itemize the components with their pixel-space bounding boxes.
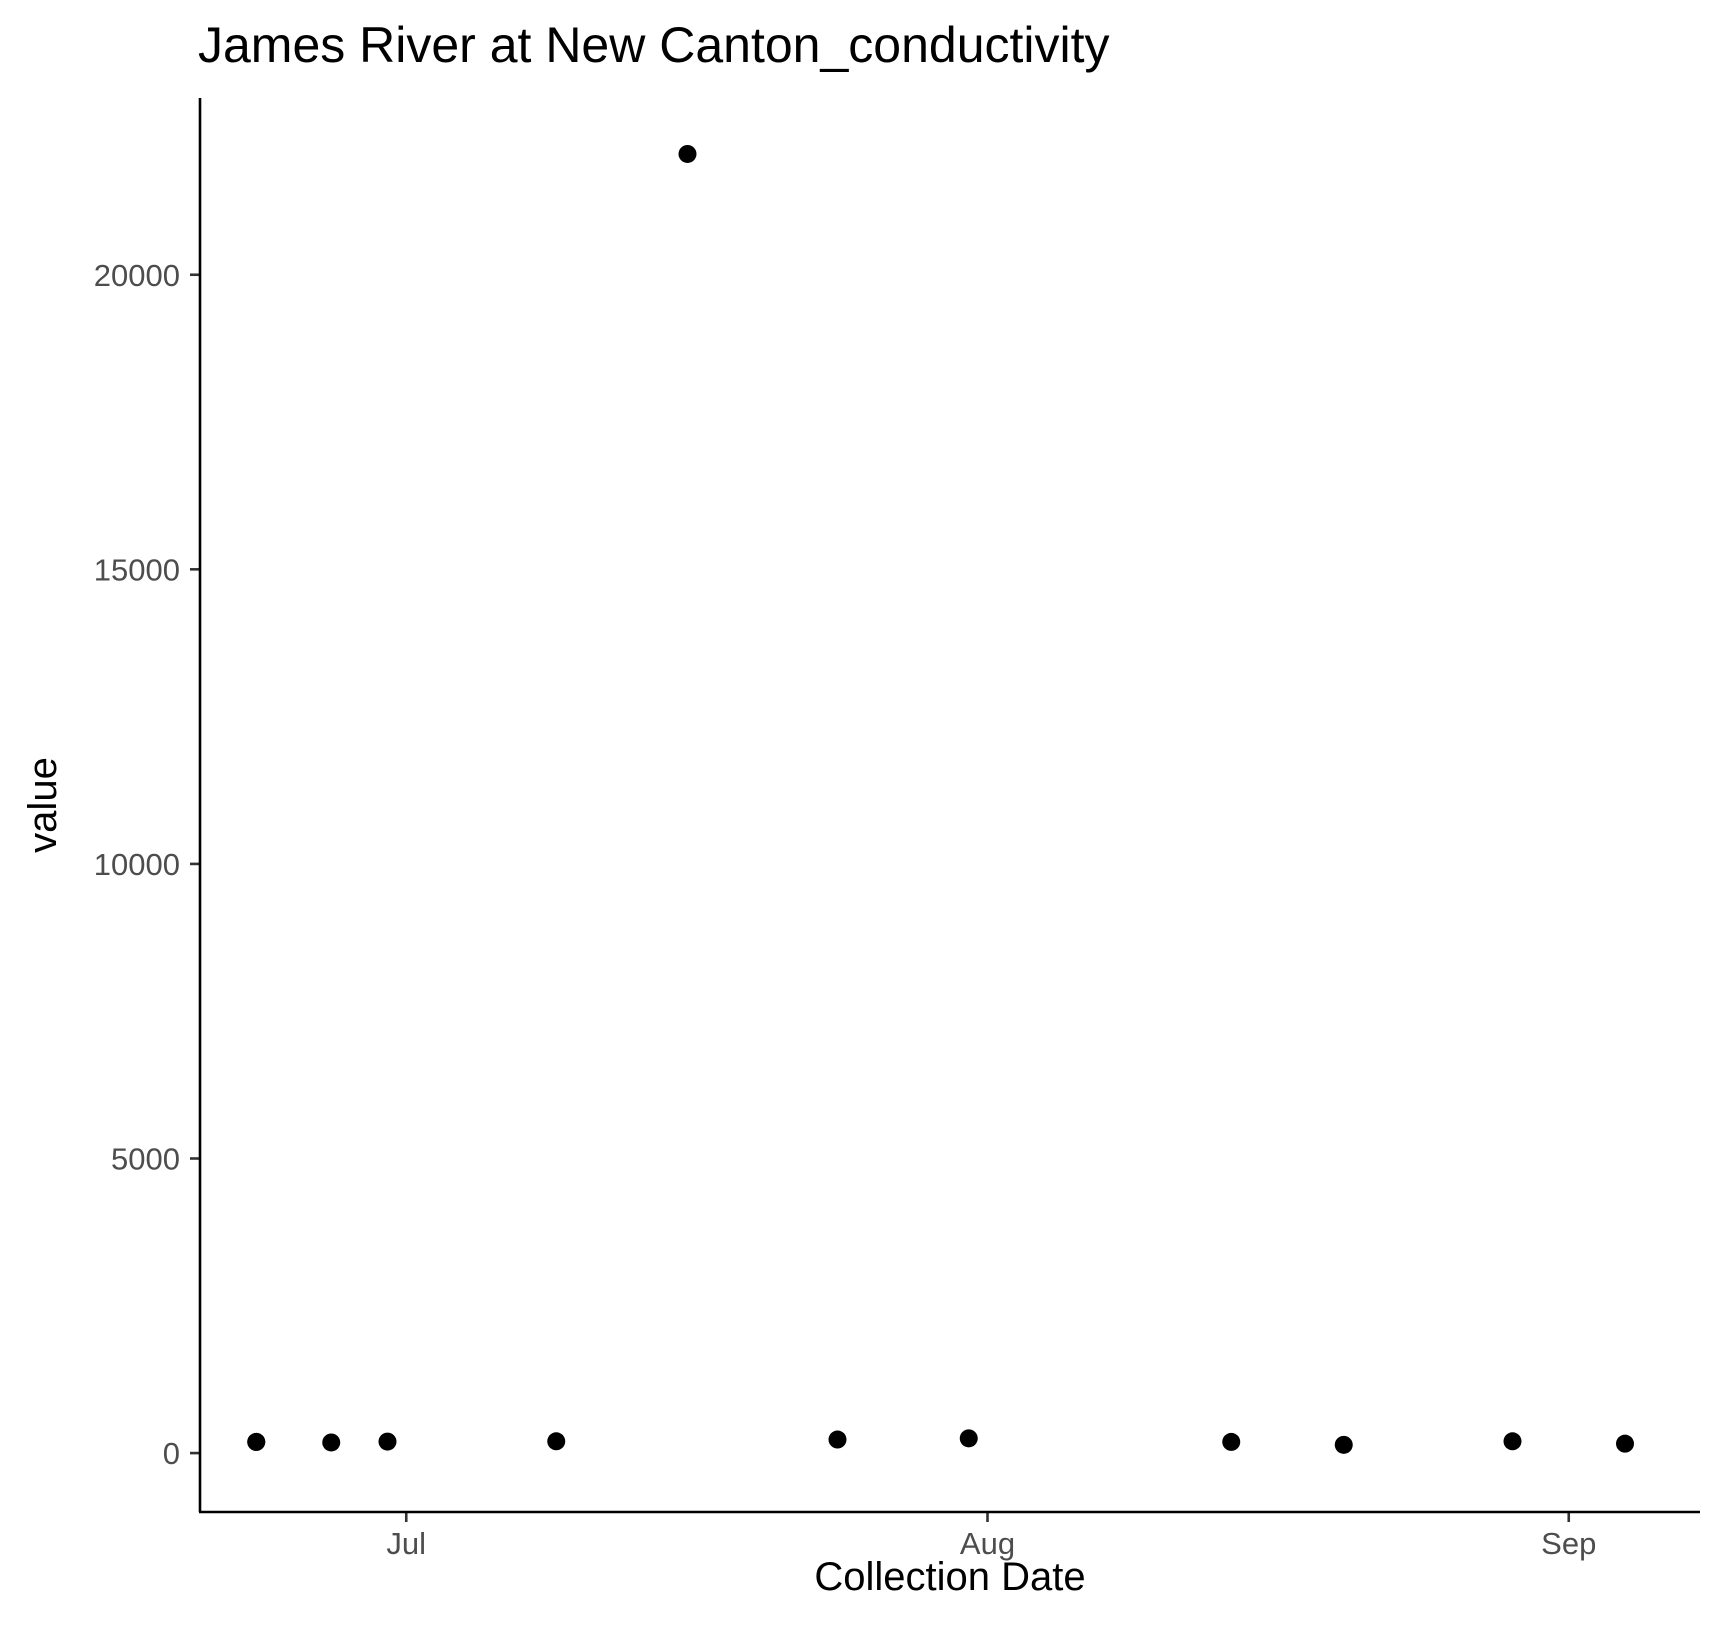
- x-axis-ticks: Jul Aug Sep: [386, 1512, 1596, 1561]
- data-points: [247, 144, 1634, 1454]
- data-point: [828, 1430, 847, 1449]
- data-point: [1334, 1435, 1353, 1454]
- data-point: [1222, 1432, 1241, 1451]
- x-tick-label: Sep: [1541, 1526, 1596, 1561]
- chart-title: James River at New Canton_conductivity: [198, 17, 1110, 73]
- y-tick-label: 20000: [94, 258, 180, 293]
- data-point: [247, 1432, 266, 1451]
- data-point: [322, 1433, 341, 1452]
- data-point: [547, 1432, 566, 1451]
- data-point: [959, 1429, 978, 1448]
- x-axis-label: Collection Date: [814, 1555, 1085, 1599]
- data-point: [1616, 1434, 1634, 1453]
- y-tick-label: 0: [163, 1436, 180, 1471]
- data-point: [1503, 1432, 1522, 1451]
- y-tick-label: 5000: [111, 1142, 180, 1177]
- x-tick-label: Aug: [960, 1526, 1015, 1561]
- y-axis-ticks: 0 5000 10000 15000 20000: [94, 258, 200, 1471]
- x-tick-label: Jul: [386, 1526, 426, 1561]
- data-point: [678, 144, 697, 163]
- y-tick-label: 15000: [94, 552, 180, 587]
- y-tick-label: 10000: [94, 847, 180, 882]
- data-point: [378, 1432, 397, 1451]
- y-axis-label: value: [21, 757, 65, 853]
